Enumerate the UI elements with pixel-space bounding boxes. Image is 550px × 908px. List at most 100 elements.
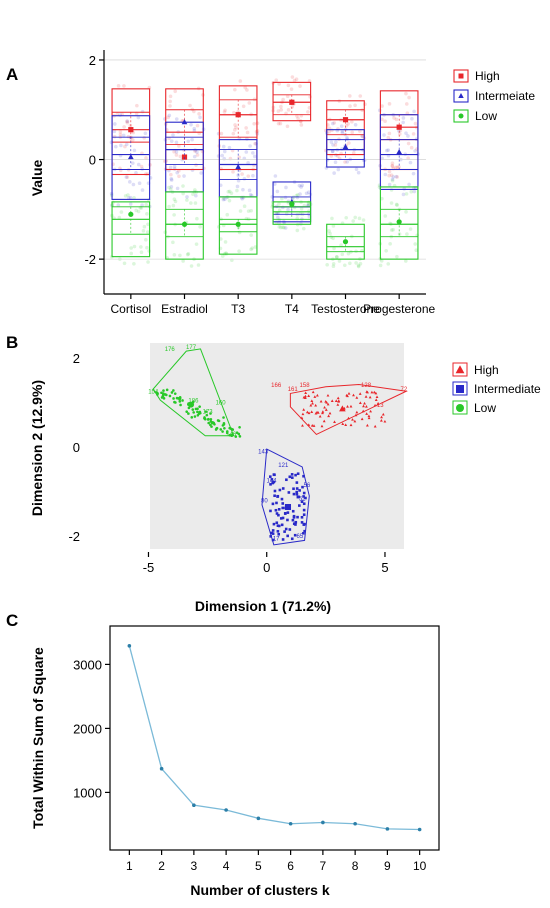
data-point [302,502,306,506]
jitter-point [298,192,302,196]
data-point [328,411,332,415]
jitter-point [117,215,122,220]
jitter-point [277,82,281,86]
jitter-point [112,134,117,139]
jitter-point [390,163,395,168]
data-point [271,502,275,506]
jitter-point [126,193,130,197]
data-point [298,504,301,507]
data-point [291,509,295,513]
x-tick-label: T4 [285,302,299,316]
jitter-point [333,143,338,147]
data-point [196,410,199,414]
jitter-point [195,153,200,157]
jitter-point [408,160,413,165]
jitter-point [144,203,148,207]
range-box [218,196,258,255]
jitter-point [327,229,331,233]
jitter-point [245,88,249,92]
data-point [373,424,377,428]
data-point [256,816,261,821]
jitter-point [178,154,183,159]
legend-marker [458,73,464,79]
jitter-point [197,112,201,116]
jitter-point [250,246,254,250]
legend-marker [456,404,464,412]
jitter-point [118,132,123,137]
jitter-point [142,136,146,140]
jitter-point [140,109,145,114]
point-label: 65 [296,534,303,540]
y-tick-label: 2 [73,351,80,366]
jitter-point [251,173,255,178]
mean-marker [235,112,241,118]
jitter-point [360,108,365,113]
jitter-point [196,263,201,267]
data-point [295,490,299,494]
data-point [365,390,369,393]
jitter-point [136,162,141,167]
data-point [191,408,195,411]
jitter-point [240,196,245,201]
data-point [324,408,328,411]
jitter-point [413,149,417,153]
jitter-point [283,226,288,230]
jitter-point [331,261,336,266]
jitter-point [389,173,394,177]
jitter-point [136,115,141,120]
data-point [268,475,272,478]
panel-letter-c: C [6,611,18,630]
jitter-point [383,119,387,124]
data-point [277,524,281,528]
data-point [198,405,201,408]
panel-c-x-axis-title: Number of clusters k [190,882,329,898]
point-label: 144 [266,479,277,485]
data-point [333,420,336,423]
jitter-point [345,135,349,140]
jitter-point [134,208,138,213]
jitter-point [285,124,290,129]
data-point [379,418,383,422]
data-point [296,515,299,519]
data-point [281,516,285,520]
data-point [321,820,325,825]
data-point [351,418,354,421]
data-point [292,492,296,496]
range-box [326,129,365,168]
panel-b-x-axis-title: Dimension 1 (71.2%) [195,598,331,614]
range-box [379,186,419,260]
jitter-point [168,104,172,108]
jitter-point [353,103,357,108]
jitter-point [337,137,341,141]
jitter-point [273,182,277,186]
data-point [281,502,285,505]
jitter-point [395,254,399,259]
jitter-point [174,140,179,145]
jitter-point [188,103,192,108]
jitter-point [277,225,282,229]
jitter-point [340,252,345,257]
data-point [367,416,371,420]
jitter-point [380,196,384,201]
jitter-point [283,195,288,200]
data-point [367,414,371,418]
jitter-point [175,170,179,175]
jitter-point [198,224,202,229]
data-point [300,500,304,504]
data-point [281,506,285,510]
data-point [326,393,330,397]
jitter-point [380,104,384,108]
jitter-point [274,78,279,83]
data-point [347,416,350,420]
jitter-point [358,94,363,98]
jitter-point [404,192,409,196]
jitter-point [391,227,395,232]
mean-marker [181,154,188,160]
jitter-point [304,191,309,196]
jitter-point [390,164,395,169]
data-point [269,509,272,513]
jitter-point [397,165,401,169]
panel-b: B 15816616112872131431211445652806517176… [6,333,541,614]
data-point [222,423,226,426]
data-point [311,390,315,394]
